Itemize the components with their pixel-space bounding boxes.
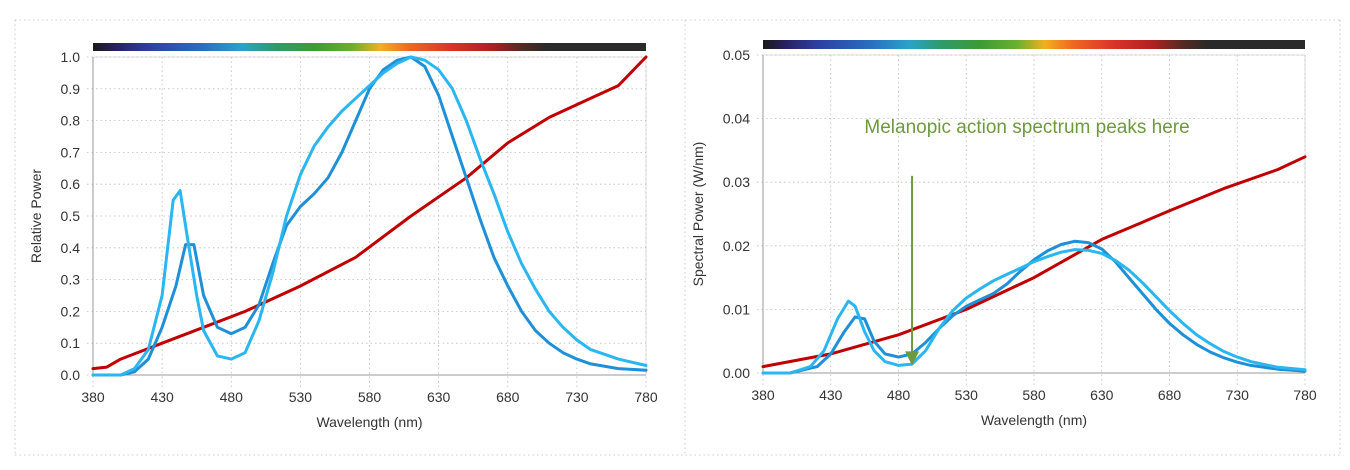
y-tick-label: 0.02 [723,238,750,254]
x-tick-label: 630 [427,389,451,405]
y-tick-label: 0.2 [61,303,81,319]
relative-power-chart: 380 430 480 530 580 630 680 730 780 0.0 0.1 0.2 0.3 0… [28,43,658,430]
x-tick-label: 630 [1090,387,1114,403]
x-tick-label: 780 [1293,387,1317,403]
y-tick-label: 0.4 [61,240,81,256]
y-tick-label: 0.03 [723,174,750,190]
y-tick-label: 0.0 [61,367,81,383]
spectrum-color-bar [93,43,646,51]
y-tick-label: 0.01 [723,301,750,317]
y-tick-label: 0.8 [61,113,81,129]
x-tick-label: 480 [220,389,244,405]
x-tick-label: 780 [634,389,658,405]
y-tick-label: 0.3 [61,272,81,288]
y-tick-label: 0.9 [61,81,81,97]
x-tick-label: 480 [887,387,911,403]
series-line-1 [761,155,1307,369]
y-tick-label: 0.6 [61,176,81,192]
y-tick-label: 0.1 [61,335,81,351]
x-tick-label: 730 [565,389,589,405]
spectrum-color-bar [763,40,1305,49]
y-tick-label: 1.0 [61,49,81,65]
y-tick-label: 0.00 [723,365,750,381]
x-tick-label: 380 [751,387,775,403]
x-tick-label: 530 [955,387,979,403]
x-tick-label: 680 [496,389,520,405]
y-tick-label: 0.04 [723,111,750,127]
y-tick-label: 0.05 [723,47,750,63]
y-axis-label: Spectral Power (W/nm) [690,142,706,287]
x-tick-label: 580 [358,389,382,405]
series-line-1 [91,55,648,371]
series-line-3 [91,55,648,377]
y-tick-label: 0.7 [61,144,81,160]
y-tick-label: 0.5 [61,208,81,224]
y-axis-label: Relative Power [28,169,44,263]
x-tick-label: 680 [1158,387,1182,403]
x-tick-label: 730 [1226,387,1250,403]
series-line-3 [761,248,1307,375]
x-axis-label: Wavelength (nm) [981,412,1087,428]
x-tick-label: 530 [289,389,313,405]
x-tick-label: 430 [819,387,843,403]
spectral-power-chart: 380 430 480 530 580 630 680 730 780 0.00 0.01 0.02 0… [690,40,1317,428]
annotation-text: Melanopic action spectrum peaks here [864,117,1189,138]
x-tick-label: 430 [150,389,174,405]
background-dotted-grid [14,19,1341,456]
x-tick-label: 580 [1022,387,1046,403]
annotation-arrow-head [905,351,920,366]
x-tick-label: 380 [81,389,105,405]
x-axis-label: Wavelength (nm) [316,414,422,430]
